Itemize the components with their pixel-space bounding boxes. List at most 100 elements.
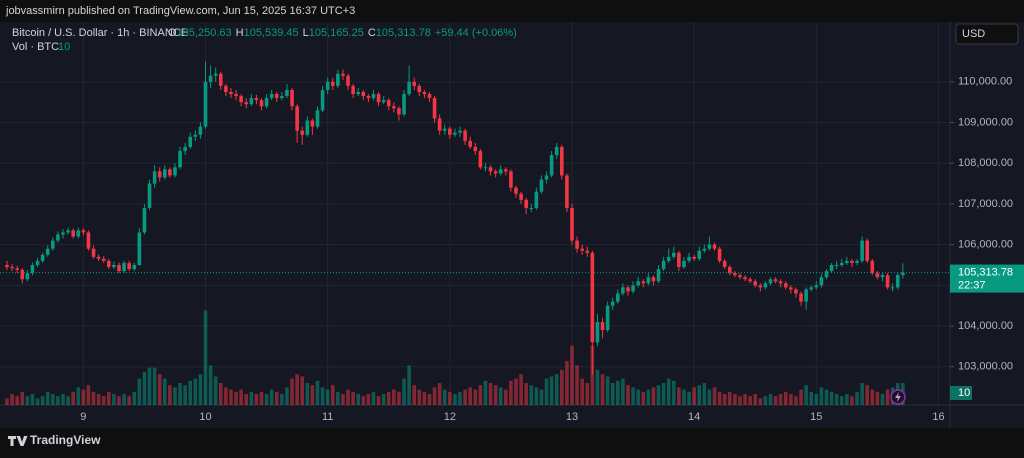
volume-bar bbox=[412, 385, 416, 405]
volume-bar bbox=[178, 383, 182, 405]
candle-body bbox=[671, 252, 676, 257]
candle-body bbox=[778, 281, 783, 284]
candle-body bbox=[437, 118, 442, 131]
volume-bar bbox=[733, 394, 737, 405]
currency-label[interactable]: USD bbox=[962, 28, 985, 40]
candle-body bbox=[493, 171, 498, 174]
candle-body bbox=[885, 275, 890, 288]
volume-bar bbox=[758, 398, 763, 405]
candle-body bbox=[753, 281, 758, 286]
volume-bar bbox=[315, 380, 320, 405]
volume-bar bbox=[850, 396, 854, 405]
volume-bar bbox=[30, 394, 35, 405]
candle-body bbox=[850, 260, 854, 263]
volume-bar bbox=[10, 394, 14, 405]
candle-body bbox=[748, 279, 752, 282]
candle-body bbox=[336, 73, 340, 86]
x-tick-label: 15 bbox=[810, 411, 822, 423]
candle-body bbox=[218, 73, 223, 86]
volume-bar bbox=[402, 378, 406, 405]
candle-body bbox=[585, 250, 590, 253]
candle-body bbox=[239, 96, 243, 103]
currency-button[interactable] bbox=[955, 23, 1019, 45]
volume-bar bbox=[727, 391, 732, 405]
candle-body bbox=[96, 256, 101, 259]
volume-bar bbox=[626, 385, 630, 405]
volume-bar bbox=[45, 391, 50, 405]
candle-body bbox=[412, 81, 416, 86]
volume-bar bbox=[534, 387, 539, 405]
candle-body bbox=[290, 89, 294, 107]
volume-bar bbox=[707, 389, 712, 405]
volume-bar bbox=[351, 391, 355, 405]
volume-bar bbox=[885, 389, 890, 405]
volume-bar bbox=[748, 396, 752, 405]
volume-bar bbox=[295, 374, 299, 405]
candle-body bbox=[51, 240, 55, 249]
candle-body bbox=[280, 96, 284, 99]
candle-body bbox=[768, 279, 773, 284]
candle-body bbox=[417, 85, 422, 93]
candle-body bbox=[432, 98, 437, 119]
volume-bar bbox=[585, 383, 590, 405]
volume-bar bbox=[743, 394, 747, 405]
candle-body bbox=[682, 260, 686, 268]
candle-body bbox=[448, 128, 452, 135]
volume-bar bbox=[549, 376, 554, 405]
candle-body bbox=[554, 146, 559, 156]
candle-body bbox=[168, 169, 172, 176]
volume-bar bbox=[631, 387, 635, 405]
candle-body bbox=[855, 260, 859, 263]
volume-bar bbox=[229, 389, 233, 405]
volume-bar bbox=[824, 389, 829, 405]
volume-bar bbox=[783, 391, 788, 405]
candle-body bbox=[20, 269, 25, 280]
volume-bar bbox=[661, 383, 666, 405]
time-axis-area bbox=[0, 405, 1024, 428]
candle-body bbox=[595, 321, 600, 343]
ohlc-legend: O105,250.63 H105,539.45 L105,165.25 C105,31… bbox=[168, 27, 517, 39]
candle-body bbox=[61, 232, 65, 235]
candle-body bbox=[442, 128, 447, 131]
candle-body bbox=[213, 73, 218, 76]
volume-tag bbox=[950, 386, 972, 400]
volume-bar bbox=[25, 396, 30, 405]
volume-bar bbox=[768, 394, 773, 405]
candle-body bbox=[616, 293, 620, 302]
volume-bar bbox=[590, 345, 595, 405]
candle-body bbox=[188, 136, 193, 147]
candle-body bbox=[132, 264, 137, 270]
candle-body bbox=[743, 277, 747, 280]
candle-body bbox=[101, 258, 106, 261]
candle-body bbox=[565, 175, 569, 209]
volume-bar bbox=[330, 385, 335, 405]
volume-bar bbox=[254, 394, 259, 405]
volume-bar bbox=[860, 383, 864, 405]
candle-body bbox=[529, 208, 534, 210]
volume-bar bbox=[173, 387, 177, 405]
candle-body bbox=[422, 92, 427, 95]
grid bbox=[0, 22, 950, 405]
candle-body bbox=[112, 264, 116, 268]
volume-bar bbox=[722, 394, 727, 405]
volume-bar bbox=[712, 387, 717, 405]
y-tick-label: 110,000.00 bbox=[958, 76, 1012, 88]
candle-body bbox=[330, 81, 335, 86]
candle-body bbox=[483, 167, 488, 169]
candle-body bbox=[366, 96, 371, 99]
candle-body bbox=[269, 94, 274, 99]
volume-bar bbox=[341, 394, 345, 405]
candle-body bbox=[224, 85, 228, 93]
volume-bar bbox=[127, 396, 131, 405]
volume-bar bbox=[203, 310, 208, 405]
candle-body bbox=[203, 81, 208, 127]
ohlc-value: 105,313.78 bbox=[376, 27, 431, 39]
candle-body bbox=[468, 140, 472, 147]
volume-bar bbox=[829, 391, 834, 405]
volume-bar bbox=[575, 365, 579, 405]
volume-bar bbox=[381, 394, 386, 405]
volume-bar bbox=[493, 385, 498, 405]
candle-body bbox=[463, 130, 467, 141]
candle-body bbox=[656, 269, 661, 282]
